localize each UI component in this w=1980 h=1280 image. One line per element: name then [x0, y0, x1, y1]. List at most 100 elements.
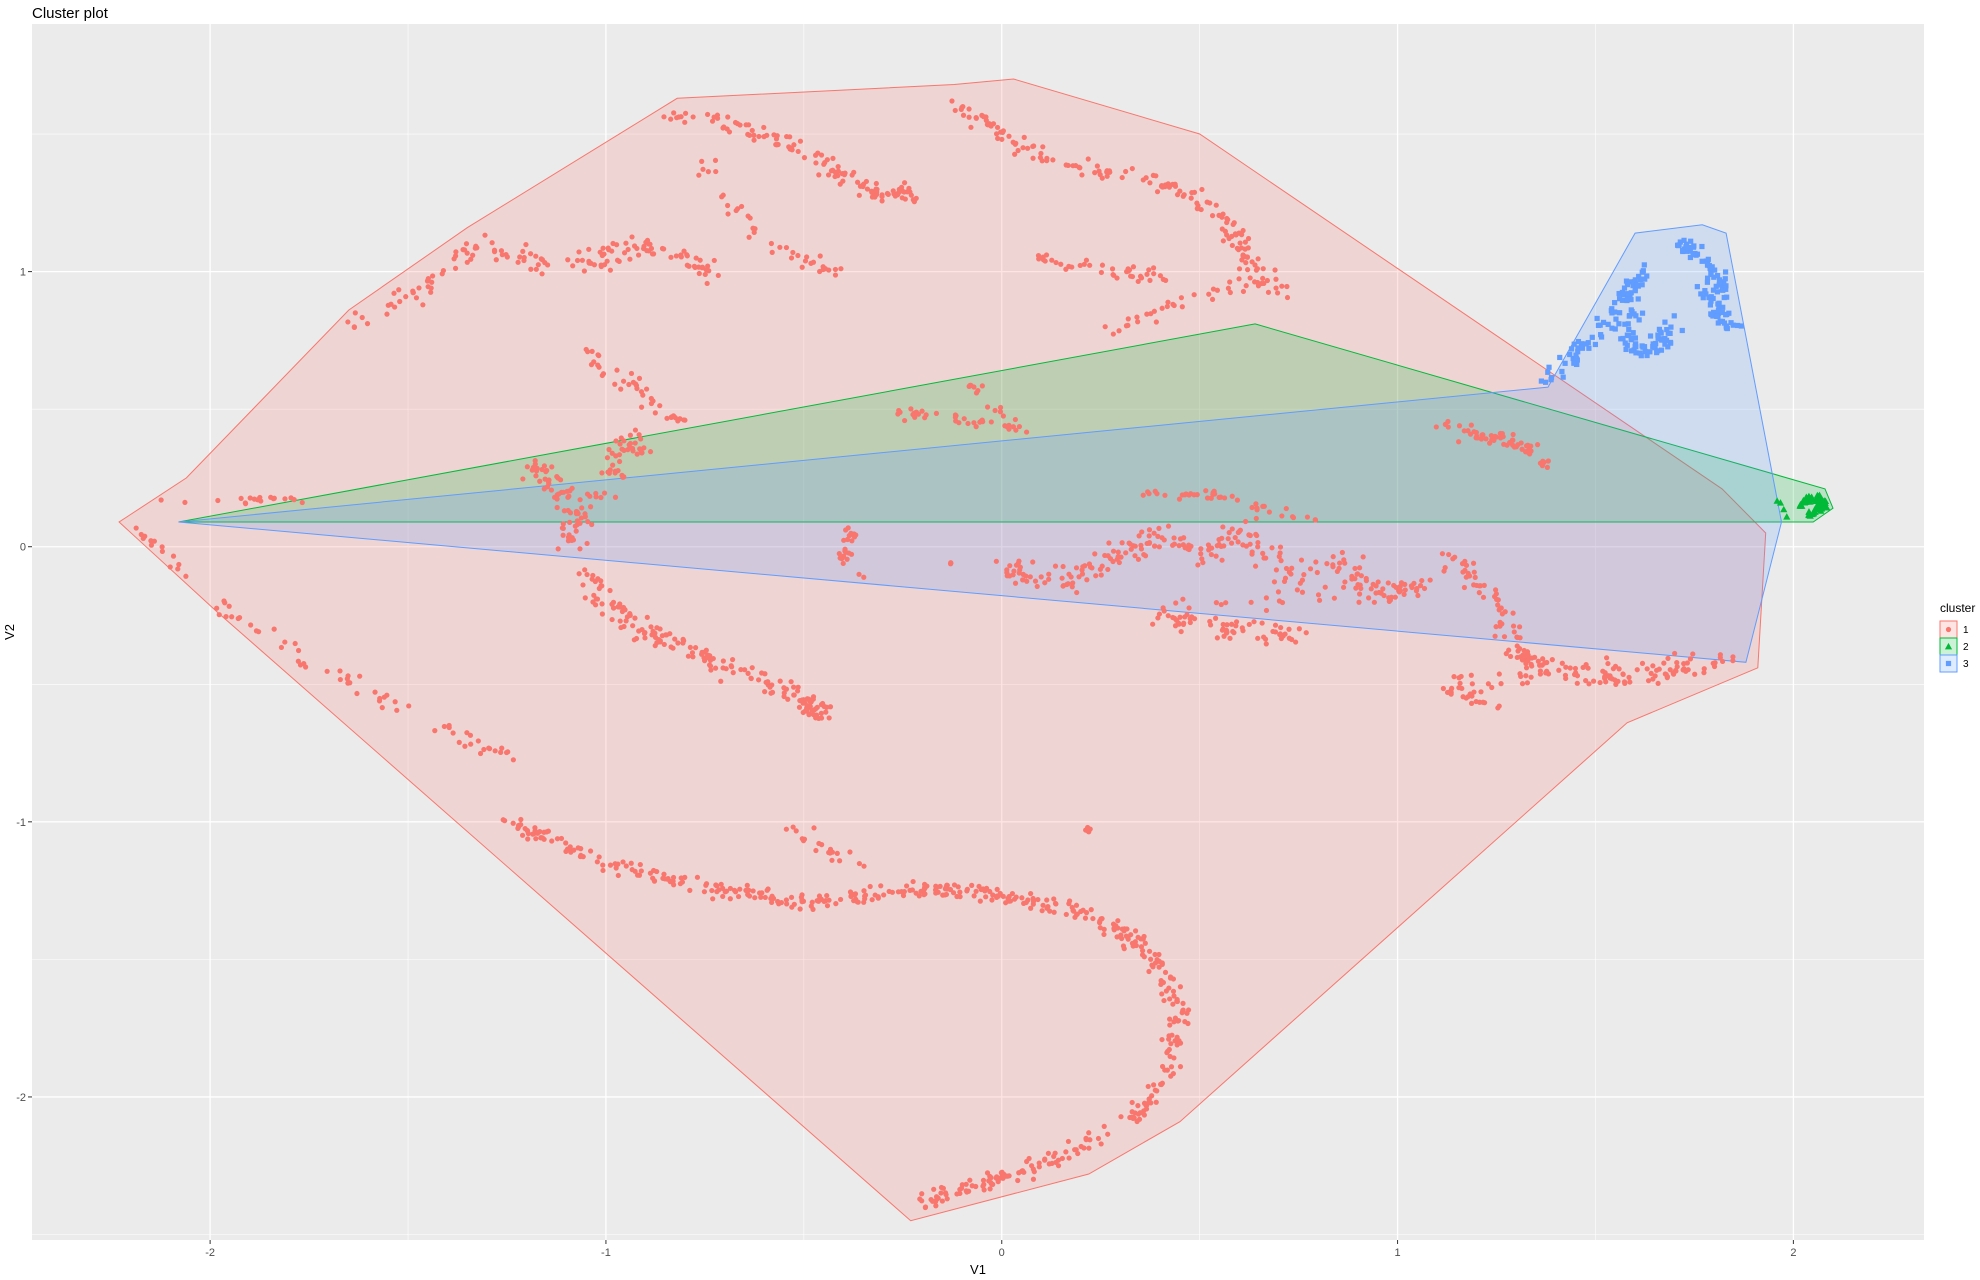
point-cluster-1: [1177, 536, 1184, 542]
point-cluster-1: [182, 499, 188, 506]
point-cluster-1: [622, 607, 628, 613]
point-cluster-1: [1167, 1053, 1173, 1060]
point-cluster-1: [1059, 575, 1065, 581]
point-cluster-1: [696, 172, 702, 178]
point-cluster-1: [1507, 440, 1514, 446]
point-cluster-1: [618, 624, 624, 631]
point-cluster-1: [1030, 1166, 1036, 1172]
point-cluster-1: [827, 846, 834, 852]
point-cluster-1: [585, 519, 591, 525]
point-cluster-3: [1677, 239, 1683, 245]
point-cluster-1: [1052, 563, 1059, 569]
point-cluster-1: [1209, 545, 1215, 551]
point-cluster-1: [1730, 658, 1736, 664]
point-cluster-1: [475, 738, 481, 744]
point-cluster-3: [1632, 341, 1639, 347]
point-cluster-1: [554, 496, 560, 502]
point-cluster-1: [949, 98, 955, 104]
point-cluster-1: [214, 605, 220, 611]
point-cluster-3: [1641, 262, 1647, 268]
point-cluster-1: [909, 887, 915, 893]
point-cluster-1: [1095, 1135, 1102, 1142]
point-cluster-3: [1628, 279, 1634, 285]
point-cluster-3: [1706, 262, 1712, 269]
point-cluster-1: [1245, 235, 1252, 242]
point-cluster-1: [1331, 595, 1337, 601]
point-cluster-1: [1235, 539, 1241, 545]
point-cluster-1: [582, 514, 588, 520]
point-cluster-1: [1667, 667, 1673, 673]
point-cluster-1: [515, 259, 521, 265]
point-cluster-1: [879, 193, 885, 200]
point-cluster-1: [1011, 896, 1018, 902]
point-cluster-1: [993, 558, 999, 564]
point-cluster-1: [410, 288, 416, 294]
point-cluster-1: [817, 253, 823, 259]
point-cluster-3: [1557, 354, 1563, 361]
point-cluster-1: [1159, 961, 1165, 968]
point-cluster-3: [1592, 341, 1599, 348]
point-cluster-1: [1173, 617, 1180, 623]
point-cluster-1: [1136, 533, 1142, 539]
point-cluster-1: [705, 263, 711, 269]
point-cluster-1: [894, 191, 901, 197]
point-cluster-3: [1616, 296, 1623, 302]
point-cluster-1: [612, 381, 618, 387]
point-cluster-1: [1198, 551, 1204, 557]
point-cluster-1: [1278, 558, 1284, 564]
point-cluster-1: [1030, 155, 1036, 161]
point-cluster-1: [954, 1191, 960, 1197]
point-cluster-1: [1186, 542, 1192, 548]
point-cluster-1: [575, 845, 581, 851]
point-cluster-3: [1658, 329, 1664, 335]
point-cluster-1: [1213, 600, 1219, 606]
point-cluster-1: [933, 1203, 939, 1209]
point-cluster-1: [630, 623, 636, 629]
point-cluster-1: [861, 181, 867, 187]
point-cluster-1: [364, 321, 371, 327]
point-cluster-1: [979, 383, 985, 389]
point-cluster-1: [948, 560, 954, 566]
point-cluster-1: [1144, 271, 1150, 277]
point-cluster-1: [750, 225, 756, 231]
point-cluster-1: [1024, 578, 1030, 584]
point-cluster-1: [1307, 566, 1314, 572]
point-cluster-1: [1007, 573, 1013, 579]
point-cluster-1: [800, 898, 807, 904]
point-cluster-3: [1598, 332, 1604, 338]
point-cluster-3: [1698, 291, 1704, 297]
point-cluster-1: [1634, 667, 1640, 673]
point-cluster-1: [430, 273, 436, 279]
point-cluster-1: [1143, 175, 1149, 181]
point-cluster-3: [1734, 322, 1741, 329]
point-cluster-1: [1020, 571, 1026, 577]
point-cluster-1: [1012, 151, 1018, 157]
point-cluster-1: [854, 179, 861, 185]
point-cluster-1: [1169, 1032, 1175, 1038]
point-cluster-1: [1166, 1036, 1172, 1042]
point-cluster-1: [977, 898, 983, 904]
point-cluster-1: [720, 192, 726, 198]
point-cluster-3: [1571, 360, 1577, 366]
point-cluster-1: [226, 603, 232, 609]
point-cluster-1: [648, 400, 655, 407]
point-cluster-1: [1026, 1155, 1032, 1162]
point-cluster-1: [1146, 527, 1153, 533]
point-cluster-3: [1605, 321, 1611, 327]
point-cluster-1: [1249, 551, 1255, 557]
point-cluster-1: [584, 571, 590, 578]
point-cluster-1: [1046, 571, 1052, 577]
point-cluster-1: [1132, 553, 1138, 559]
point-cluster-1: [482, 232, 488, 238]
point-cluster-1: [678, 875, 684, 881]
point-cluster-1: [795, 148, 801, 155]
point-cluster-1: [456, 739, 462, 745]
point-cluster-1: [1040, 902, 1046, 908]
point-cluster-1: [617, 458, 623, 465]
point-cluster-1: [819, 842, 825, 848]
point-cluster-1: [823, 709, 829, 715]
point-cluster-1: [881, 892, 887, 898]
point-cluster-1: [1165, 299, 1171, 305]
point-cluster-1: [919, 1198, 925, 1204]
